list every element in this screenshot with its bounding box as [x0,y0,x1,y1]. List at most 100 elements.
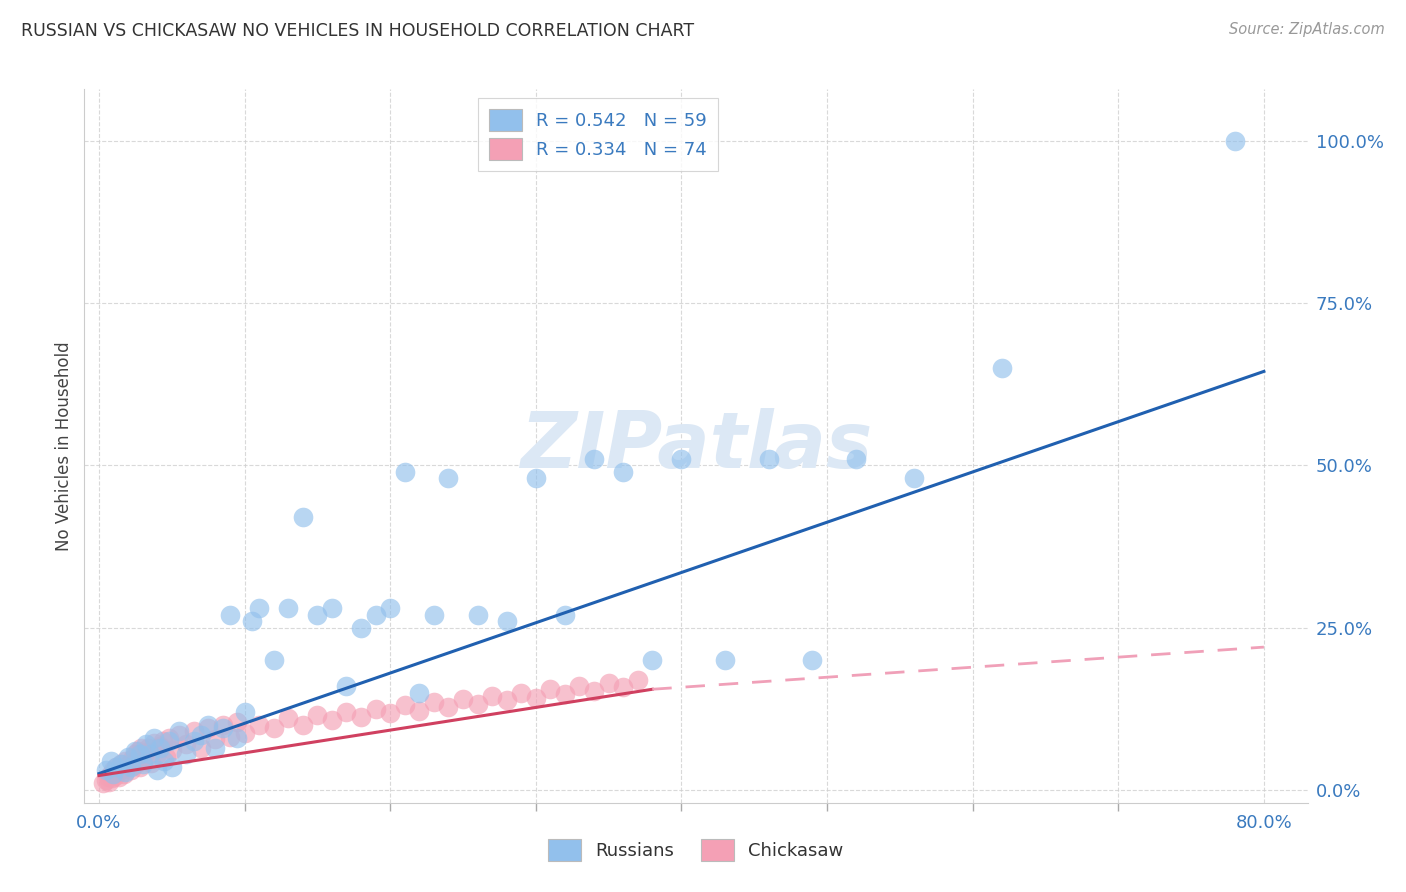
Point [167,728,190,742]
Point [152,734,174,748]
Point [115,760,138,774]
Point [291,510,314,524]
Point [107,764,129,779]
Point [108,770,131,784]
Point [183,724,205,739]
Point [394,698,416,713]
Point [226,731,249,745]
Point [321,713,343,727]
Point [612,465,634,479]
Point [110,756,132,771]
Point [149,740,172,755]
Point [120,764,142,778]
Point [524,690,547,705]
Point [495,614,517,628]
Point [801,653,824,667]
Point [408,704,430,718]
Point [263,721,285,735]
Point [131,756,153,771]
Point [437,471,460,485]
Point [291,718,314,732]
Point [153,754,176,768]
Point [120,760,142,774]
Text: RUSSIAN VS CHICKASAW NO VEHICLES IN HOUSEHOLD CORRELATION CHART: RUSSIAN VS CHICKASAW NO VEHICLES IN HOUS… [21,22,695,40]
Point [149,739,172,753]
Point [143,736,166,750]
Point [350,710,373,724]
Point [117,750,139,764]
Point [495,693,517,707]
Point [903,471,925,485]
Point [219,607,242,622]
Point [714,653,737,667]
Point [568,679,591,693]
Point [114,754,136,768]
Point [247,601,270,615]
Point [91,776,114,790]
Point [160,742,183,756]
Legend: Russians, Chickasaw: Russians, Chickasaw [541,832,851,869]
Point [240,614,263,628]
Point [174,747,197,761]
Point [423,695,446,709]
Point [583,452,606,467]
Point [138,740,160,755]
Point [612,681,634,695]
Point [135,745,157,759]
Point [103,764,125,778]
Point [583,684,606,698]
Point [155,750,177,764]
Point [190,740,212,755]
Point [380,706,402,721]
Point [121,752,143,766]
Point [183,734,205,748]
Point [451,692,474,706]
Point [226,714,249,729]
Point [845,452,868,467]
Point [135,738,157,752]
Point [538,682,561,697]
Point [394,465,416,479]
Point [146,764,169,778]
Point [157,731,180,745]
Point [103,766,125,780]
Point [277,711,299,725]
Point [364,607,387,622]
Point [423,607,446,622]
Point [247,718,270,732]
Point [437,699,460,714]
Point [467,697,489,711]
Point [335,679,357,693]
Point [598,675,620,690]
Point [131,754,153,768]
Point [467,607,489,622]
Y-axis label: No Vehicles in Household: No Vehicles in Household [55,341,73,551]
Point [96,773,118,788]
Point [350,621,373,635]
Point [554,687,576,701]
Point [129,740,152,755]
Point [233,725,256,739]
Point [758,452,780,467]
Point [990,361,1012,376]
Point [263,653,285,667]
Point [204,732,226,747]
Point [524,471,547,485]
Point [146,747,169,761]
Point [104,768,127,782]
Point [139,747,162,761]
Point [128,760,150,774]
Point [96,764,118,778]
Point [197,718,219,732]
Point [124,747,146,761]
Point [380,601,402,615]
Point [124,744,146,758]
Point [641,653,664,667]
Point [174,738,197,752]
Point [408,685,430,699]
Point [143,731,166,745]
Point [118,756,141,770]
Point [127,744,149,758]
Point [122,758,145,772]
Point [204,740,226,755]
